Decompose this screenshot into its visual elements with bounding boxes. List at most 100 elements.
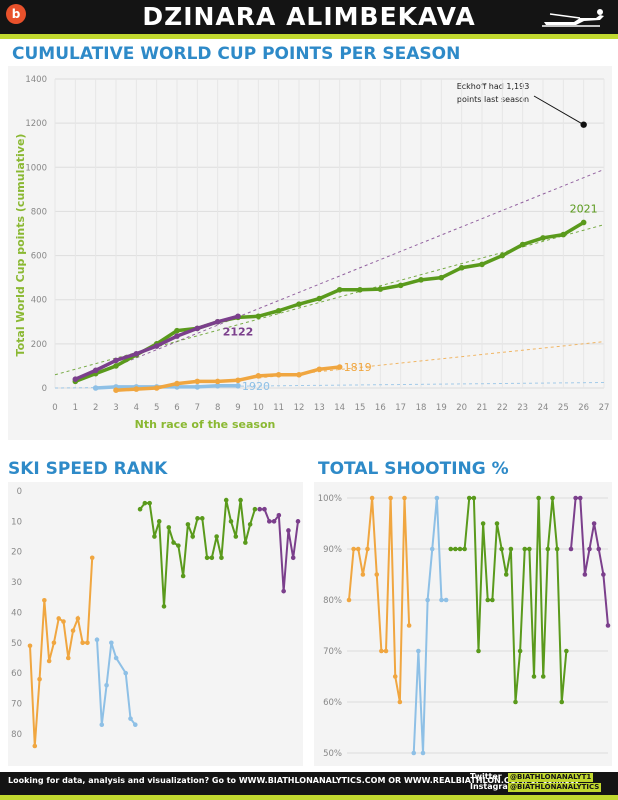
series-label-2021: 2021 — [570, 202, 598, 215]
x-tick-label: 24 — [538, 403, 549, 413]
x-tick-label: 22 — [497, 403, 508, 413]
logo-icon[interactable]: b — [6, 4, 26, 24]
instagram-label: Instagram — [470, 782, 517, 791]
page-title: DZINARA ALIMBEKAVA — [142, 2, 476, 31]
data-point-2021 — [580, 219, 587, 226]
y-tick-label: 800 — [31, 207, 47, 217]
data-point-2021 — [255, 313, 262, 320]
shooting-panel — [314, 482, 612, 766]
data-point-1819 — [133, 386, 140, 392]
trendline — [75, 169, 605, 383]
data-point-2021 — [377, 286, 384, 292]
data-point-2021 — [519, 241, 526, 248]
footer-text[interactable]: Looking for data, analysis and visualiza… — [8, 776, 579, 785]
x-tick-label: 26 — [578, 403, 589, 413]
x-tick-label: 18 — [416, 403, 427, 413]
data-point-2021 — [560, 231, 567, 238]
data-point-2021 — [499, 252, 506, 259]
x-tick-label: 16 — [375, 403, 386, 413]
data-point-2122 — [72, 376, 79, 382]
data-point-1920 — [194, 384, 201, 390]
cumulative-chart-panel — [8, 66, 612, 440]
data-point-2122 — [174, 333, 180, 339]
data-point-2021 — [418, 277, 424, 283]
data-point-2122 — [235, 313, 241, 320]
data-point-2021 — [336, 286, 343, 293]
top-stripe — [0, 34, 618, 39]
data-point-2122 — [113, 357, 119, 364]
data-point-2122 — [194, 325, 201, 332]
twitter-label: Twitter — [470, 772, 502, 781]
y-tick-label: 200 — [31, 340, 47, 350]
series-label-1920: 1920 — [242, 380, 270, 393]
x-tick-label: 2 — [93, 403, 98, 413]
x-tick-label: 3 — [113, 403, 118, 413]
data-point-1819 — [275, 371, 282, 378]
x-tick-label: 19 — [436, 403, 447, 413]
annotation-connector — [533, 95, 584, 126]
header-bar — [0, 0, 618, 34]
cumulative-chart-title: CUMULATIVE WORLD CUP POINTS PER SEASON — [12, 44, 461, 64]
series-label-2122: 2122 — [223, 325, 254, 338]
data-point-2021 — [275, 307, 282, 314]
x-tick-label: 4 — [134, 403, 139, 413]
data-point-2122 — [92, 367, 99, 374]
x-tick-label: 10 — [253, 403, 264, 413]
data-point-2021 — [458, 264, 465, 271]
annotation-line1: Eckhoff had 1,193 — [457, 82, 530, 91]
x-tick-label: 21 — [477, 403, 488, 413]
cumulative-points-chart: Total World Cup points (cumulative) Nth … — [14, 75, 609, 431]
data-point-2021 — [479, 261, 485, 268]
data-point-2021 — [357, 286, 363, 293]
series-line-1819 — [114, 365, 342, 392]
x-tick-label: 9 — [235, 403, 240, 413]
y-tick-label: 1200 — [25, 119, 47, 129]
data-point-1819 — [336, 364, 343, 370]
instagram-handle[interactable]: @BIATHLONANALYTICS — [508, 783, 602, 792]
x-tick-label: 13 — [314, 403, 325, 413]
x-axis-label: Nth race of the season — [135, 418, 276, 431]
data-point-1819 — [235, 377, 241, 384]
data-point-1819 — [113, 387, 119, 394]
data-point-2021 — [540, 235, 546, 241]
data-point-1819 — [194, 378, 201, 385]
y-tick-label: 600 — [31, 252, 47, 262]
series-line-2021 — [73, 220, 586, 384]
data-point-1819 — [214, 378, 221, 385]
x-tick-label: 8 — [215, 403, 220, 413]
data-point-1819 — [255, 373, 262, 379]
data-point-1819 — [153, 385, 160, 391]
x-tick-label: 23 — [517, 403, 528, 413]
series-label-1819: 1819 — [344, 361, 372, 374]
data-point-1819 — [174, 380, 180, 387]
y-tick-label: 1400 — [25, 75, 47, 85]
x-tick-label: 7 — [195, 403, 200, 413]
annotation-line2: points last season — [457, 95, 529, 104]
y-tick-label: 1000 — [25, 163, 47, 173]
biathlete-icon — [542, 9, 604, 27]
y-tick-label: 400 — [31, 296, 47, 306]
data-point-1920 — [92, 385, 99, 391]
twitter-handle[interactable]: @BIATHLONANALYT1 — [508, 773, 594, 782]
shooting-title: TOTAL SHOOTING % — [318, 459, 509, 479]
data-point-2122 — [133, 350, 140, 357]
bottom-stripe — [0, 795, 618, 800]
data-point-1819 — [316, 366, 323, 373]
x-tick-label: 17 — [395, 403, 406, 413]
y-tick-label: 0 — [42, 384, 47, 394]
trendline — [258, 341, 605, 379]
x-tick-label: 0 — [52, 403, 57, 413]
x-tick-label: 14 — [334, 403, 345, 413]
x-tick-label: 6 — [174, 403, 179, 413]
data-point-1819 — [296, 371, 302, 378]
ski-speed-panel — [8, 482, 303, 766]
x-tick-label: 5 — [154, 403, 159, 413]
data-point-1920 — [214, 382, 221, 389]
eckhoff-point — [580, 121, 587, 128]
data-point-2122 — [153, 343, 160, 349]
x-tick-label: 1 — [73, 403, 78, 413]
x-tick-label: 12 — [294, 403, 305, 413]
x-tick-label: 20 — [456, 403, 467, 413]
x-tick-label: 11 — [273, 403, 284, 413]
data-point-2021 — [296, 301, 302, 307]
